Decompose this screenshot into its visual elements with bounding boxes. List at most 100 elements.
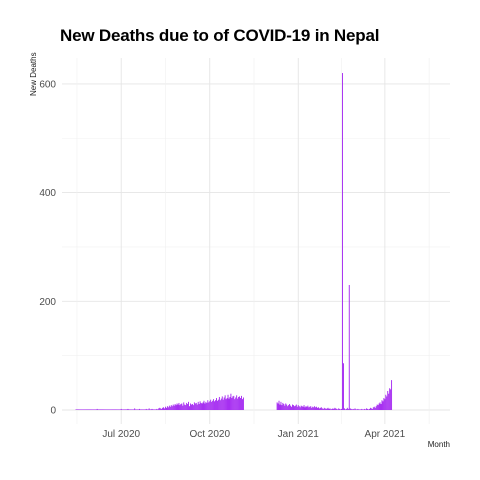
bar [174, 404, 176, 410]
bar [163, 407, 164, 410]
bar [279, 404, 281, 410]
bar [175, 405, 177, 410]
bar [135, 409, 137, 410]
bar [143, 409, 145, 410]
bar [233, 395, 235, 410]
bar [213, 399, 215, 410]
bar [357, 408, 359, 410]
bar [208, 402, 210, 410]
bar [387, 390, 389, 410]
bar [215, 400, 216, 410]
bar [234, 399, 236, 410]
bar [144, 409, 146, 410]
bar [145, 408, 147, 410]
bar [338, 408, 340, 410]
bar [205, 401, 207, 410]
bar [355, 409, 357, 410]
bar [281, 405, 283, 410]
bar [116, 409, 118, 410]
bar [290, 405, 292, 410]
bar [221, 396, 223, 410]
bar [105, 409, 107, 410]
bar [354, 408, 356, 410]
bar [130, 409, 132, 410]
bar [196, 404, 198, 410]
bar [99, 409, 101, 410]
bar [161, 408, 163, 410]
bar [227, 394, 229, 410]
bar [308, 407, 310, 410]
bar [90, 409, 92, 410]
bar [235, 397, 237, 410]
grid [62, 58, 450, 424]
bar [303, 405, 305, 410]
bar [231, 398, 233, 410]
bar [317, 407, 318, 410]
bar [318, 408, 320, 410]
bar [337, 409, 339, 410]
bar [209, 401, 211, 410]
bar [386, 396, 388, 410]
bar [136, 409, 138, 410]
bar [180, 404, 182, 410]
bar [183, 402, 185, 410]
bar [94, 409, 96, 410]
bar [89, 409, 90, 410]
bar [305, 406, 307, 410]
bar [299, 407, 301, 410]
bar [89, 409, 91, 410]
x-tick-label: Jan 2021 [278, 429, 320, 440]
bar [242, 399, 243, 410]
bar [173, 405, 175, 410]
bar [119, 409, 121, 410]
bar [333, 408, 335, 410]
bar [176, 403, 178, 410]
bar [82, 409, 84, 410]
bar [349, 408, 351, 410]
bar [188, 401, 190, 410]
bar [121, 409, 123, 410]
bar [85, 409, 87, 410]
bar [225, 399, 227, 410]
bar [370, 408, 372, 410]
bar [229, 396, 231, 410]
bar [343, 363, 344, 410]
bar [193, 402, 195, 410]
bar [365, 409, 367, 410]
bar [331, 408, 333, 410]
bar [87, 409, 88, 410]
bar [372, 407, 374, 410]
bar [98, 409, 100, 410]
bar [101, 409, 103, 410]
bar [139, 408, 140, 410]
bar [195, 402, 197, 410]
bar [324, 408, 326, 410]
bar [282, 402, 284, 410]
bar [137, 409, 139, 410]
bar [312, 406, 314, 410]
y-tick-label: 400 [39, 188, 56, 199]
bar [368, 409, 369, 410]
bar [311, 407, 313, 410]
bar [326, 408, 328, 410]
x-tick-label: Oct 2020 [189, 429, 230, 440]
bar [148, 408, 150, 410]
bar [363, 409, 365, 410]
bar [120, 408, 122, 410]
bar [369, 407, 371, 410]
bar [191, 404, 192, 410]
bar [301, 406, 303, 410]
bar [114, 409, 115, 410]
bar [276, 402, 278, 410]
bar [160, 408, 162, 410]
bar [111, 409, 113, 410]
bar [106, 409, 108, 410]
bar [103, 409, 105, 410]
bar [142, 409, 144, 410]
bar [154, 409, 156, 410]
bar [185, 405, 187, 410]
bar [210, 399, 212, 410]
bar [86, 409, 88, 410]
bar [214, 401, 215, 410]
